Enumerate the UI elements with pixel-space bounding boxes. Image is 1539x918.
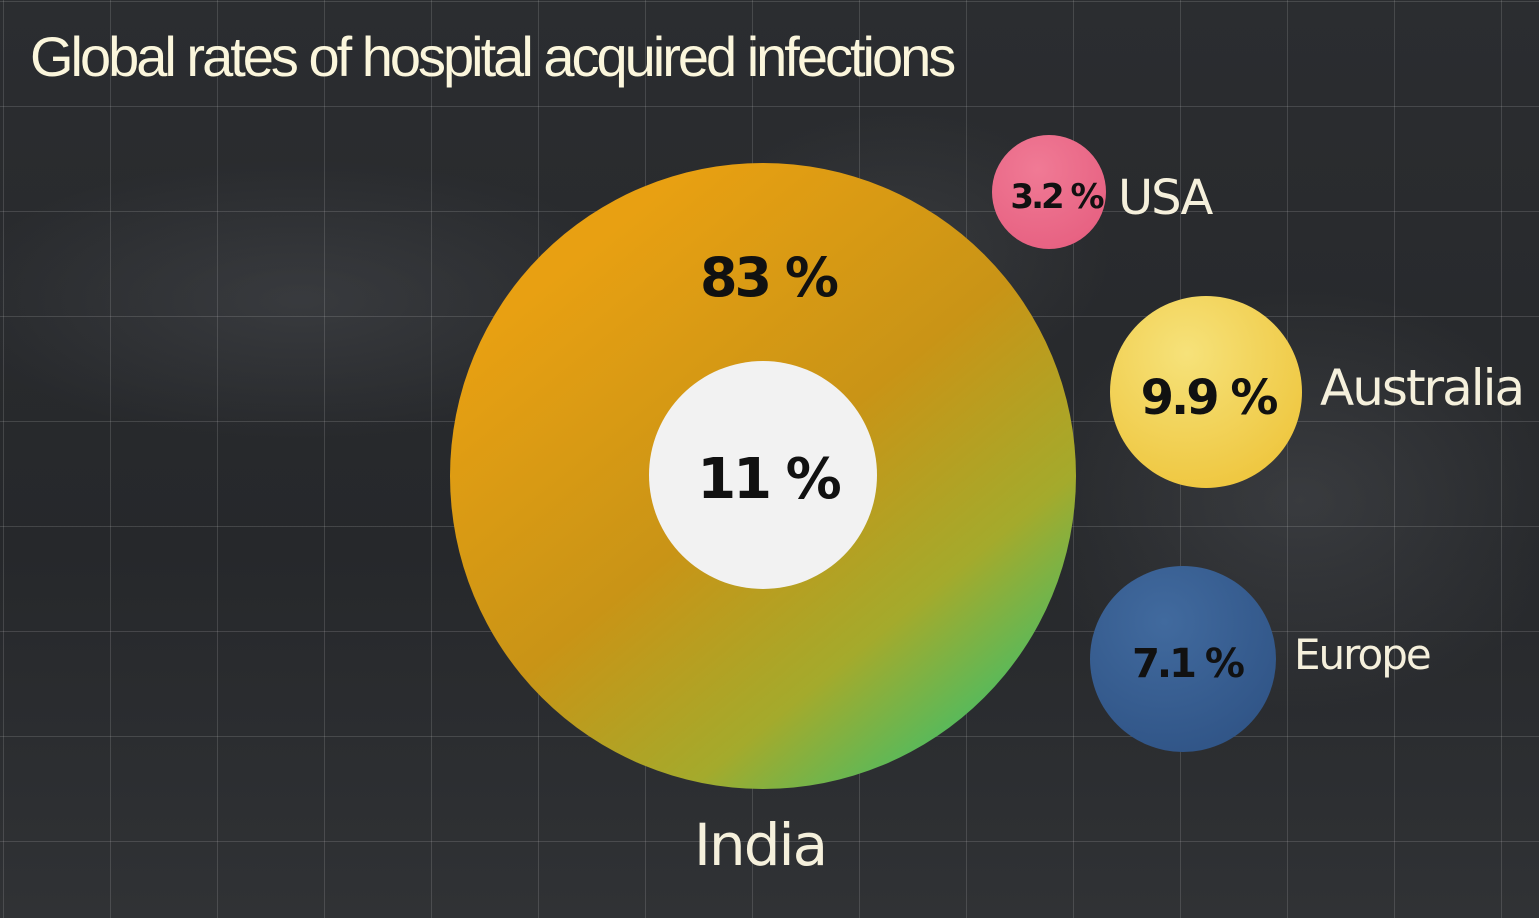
chart-title: Global rates of hospital acquired infect…	[30, 25, 956, 88]
bubble-australia-circle	[1110, 296, 1302, 488]
bubble-usa: 3.2 % USA	[992, 135, 1215, 249]
bubble-australia-label: Australia	[1320, 359, 1523, 417]
bubble-india-value: 83 %	[700, 246, 838, 309]
bubble-usa-circle	[992, 135, 1106, 249]
bubble-europe-circle	[1090, 566, 1276, 752]
bubble-europe-value: 7.1 %	[1132, 641, 1244, 687]
bubble-india-label: India	[694, 811, 826, 879]
bubble-india: 83 % India 11 %	[450, 163, 1076, 879]
bubble-australia: 9.9 % Australia	[1110, 296, 1525, 488]
bubble-india-inner-circle	[649, 361, 877, 589]
bubble-india-inner-value: 11 %	[697, 447, 840, 512]
bubble-europe-label: Europe	[1294, 630, 1430, 679]
bubble-australia-value: 9.9 %	[1141, 370, 1278, 426]
bubble-usa-value: 3.2 %	[1010, 177, 1103, 217]
bubble-europe: 7.1 % Europe	[1090, 566, 1432, 752]
bubble-usa-label: USA	[1118, 170, 1213, 226]
